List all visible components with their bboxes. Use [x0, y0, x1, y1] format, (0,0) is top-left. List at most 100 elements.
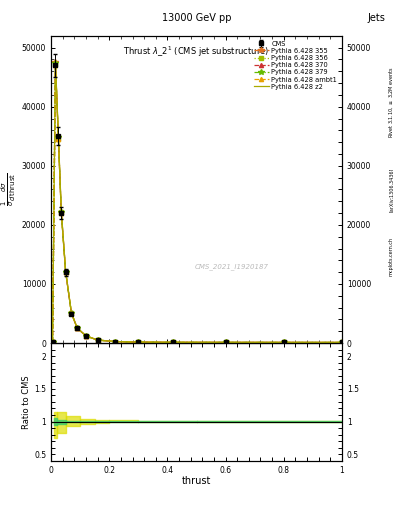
Pythia 6.428 379 — [53, 60, 58, 66]
Pythia 6.428 ambt1 — [53, 62, 58, 68]
Pythia 6.428 ambt1 — [50, 339, 55, 345]
Pythia 6.428 370 — [50, 339, 55, 345]
Pythia 6.428 ambt1 — [136, 339, 141, 345]
Text: [arXiv:1306.3436]: [arXiv:1306.3436] — [389, 167, 393, 211]
Pythia 6.428 ambt1 — [113, 338, 118, 345]
Pythia 6.428 ambt1 — [63, 269, 68, 275]
Pythia 6.428 356 — [113, 338, 118, 345]
Pythia 6.428 379 — [171, 339, 176, 346]
Pythia 6.428 370 — [84, 333, 88, 339]
Pythia 6.428 379 — [113, 338, 118, 345]
Pythia 6.428 356 — [136, 339, 141, 345]
Pythia 6.428 355 — [59, 209, 64, 215]
Pythia 6.428 370 — [75, 325, 80, 331]
Line: Pythia 6.428 355: Pythia 6.428 355 — [50, 59, 345, 345]
Pythia 6.428 355 — [281, 339, 286, 346]
Text: mcplots.cern.ch: mcplots.cern.ch — [389, 237, 393, 275]
Text: Rivet 3.1.10, $\geq$ 3.2M events: Rivet 3.1.10, $\geq$ 3.2M events — [387, 67, 393, 138]
Line: Pythia 6.428 z2: Pythia 6.428 z2 — [53, 62, 342, 343]
Pythia 6.428 356 — [69, 310, 74, 316]
Pythia 6.428 379 — [75, 325, 80, 331]
Line: Pythia 6.428 356: Pythia 6.428 356 — [50, 62, 344, 345]
Pythia 6.428 z2 — [59, 207, 64, 213]
Pythia 6.428 379 — [63, 268, 68, 274]
Pythia 6.428 370 — [56, 135, 61, 141]
Pythia 6.428 ambt1 — [59, 210, 64, 216]
Pythia 6.428 355 — [95, 337, 100, 343]
Pythia 6.428 ambt1 — [56, 136, 61, 142]
Pythia 6.428 370 — [113, 338, 118, 345]
Pythia 6.428 z2 — [75, 325, 80, 331]
Pythia 6.428 z2 — [53, 59, 58, 65]
Text: Jets: Jets — [367, 13, 385, 23]
Pythia 6.428 356 — [53, 61, 58, 67]
Pythia 6.428 379 — [56, 134, 61, 140]
Pythia 6.428 z2 — [95, 337, 100, 343]
Pythia 6.428 ambt1 — [281, 339, 286, 346]
Pythia 6.428 356 — [95, 337, 100, 343]
Pythia 6.428 ambt1 — [95, 337, 100, 343]
Pythia 6.428 356 — [171, 339, 176, 346]
Pythia 6.428 356 — [50, 339, 55, 345]
Pythia 6.428 ambt1 — [69, 310, 74, 316]
Line: Pythia 6.428 370: Pythia 6.428 370 — [50, 61, 344, 345]
Pythia 6.428 356 — [340, 339, 344, 346]
Pythia 6.428 370 — [69, 310, 74, 316]
Pythia 6.428 355 — [136, 339, 141, 345]
Pythia 6.428 356 — [75, 325, 80, 331]
Pythia 6.428 379 — [136, 339, 141, 345]
Y-axis label: $\frac{1}{\sigma}\frac{d\sigma}{d\,\mathrm{thrust}}$: $\frac{1}{\sigma}\frac{d\sigma}{d\,\math… — [0, 173, 18, 206]
Pythia 6.428 379 — [223, 339, 228, 346]
Pythia 6.428 355 — [340, 339, 344, 346]
Pythia 6.428 379 — [95, 337, 100, 343]
Pythia 6.428 z2 — [136, 339, 141, 345]
Pythia 6.428 ambt1 — [223, 339, 228, 346]
Pythia 6.428 370 — [340, 339, 344, 346]
Pythia 6.428 z2 — [223, 339, 228, 346]
Pythia 6.428 ambt1 — [84, 333, 88, 339]
Pythia 6.428 z2 — [113, 338, 118, 345]
Pythia 6.428 370 — [63, 269, 68, 275]
Pythia 6.428 370 — [95, 337, 100, 343]
Y-axis label: Ratio to CMS: Ratio to CMS — [22, 375, 31, 429]
Pythia 6.428 355 — [84, 333, 88, 339]
Text: Thrust $\lambda\_2^1$ (CMS jet substructure): Thrust $\lambda\_2^1$ (CMS jet substruct… — [123, 45, 270, 59]
Pythia 6.428 379 — [59, 208, 64, 215]
Pythia 6.428 z2 — [84, 333, 88, 339]
Pythia 6.428 z2 — [340, 339, 344, 346]
Pythia 6.428 355 — [223, 339, 228, 346]
Pythia 6.428 355 — [53, 59, 58, 66]
Line: Pythia 6.428 379: Pythia 6.428 379 — [50, 60, 345, 345]
Pythia 6.428 379 — [340, 339, 344, 346]
Text: 13000 GeV pp: 13000 GeV pp — [162, 13, 231, 23]
Pythia 6.428 355 — [56, 134, 61, 140]
Pythia 6.428 379 — [50, 339, 55, 345]
Pythia 6.428 z2 — [281, 339, 286, 346]
Pythia 6.428 370 — [59, 209, 64, 215]
Pythia 6.428 ambt1 — [340, 339, 344, 346]
Pythia 6.428 356 — [56, 136, 61, 142]
Pythia 6.428 z2 — [63, 268, 68, 274]
Pythia 6.428 370 — [171, 339, 176, 346]
Pythia 6.428 z2 — [50, 339, 55, 345]
Pythia 6.428 370 — [223, 339, 228, 346]
Pythia 6.428 356 — [223, 339, 228, 346]
Pythia 6.428 370 — [53, 60, 58, 67]
Pythia 6.428 355 — [63, 268, 68, 274]
Pythia 6.428 z2 — [56, 132, 61, 138]
Pythia 6.428 z2 — [171, 339, 176, 346]
Pythia 6.428 355 — [50, 339, 55, 345]
Pythia 6.428 ambt1 — [171, 339, 176, 346]
Pythia 6.428 ambt1 — [75, 325, 80, 331]
Pythia 6.428 379 — [84, 333, 88, 339]
Pythia 6.428 379 — [69, 310, 74, 316]
Pythia 6.428 379 — [281, 339, 286, 346]
Pythia 6.428 370 — [281, 339, 286, 346]
Pythia 6.428 370 — [136, 339, 141, 345]
Pythia 6.428 355 — [75, 325, 80, 331]
Pythia 6.428 356 — [63, 269, 68, 275]
Pythia 6.428 356 — [84, 333, 88, 339]
Pythia 6.428 355 — [171, 339, 176, 346]
Legend: CMS, Pythia 6.428 355, Pythia 6.428 356, Pythia 6.428 370, Pythia 6.428 379, Pyt: CMS, Pythia 6.428 355, Pythia 6.428 356,… — [253, 39, 339, 91]
Pythia 6.428 356 — [281, 339, 286, 346]
